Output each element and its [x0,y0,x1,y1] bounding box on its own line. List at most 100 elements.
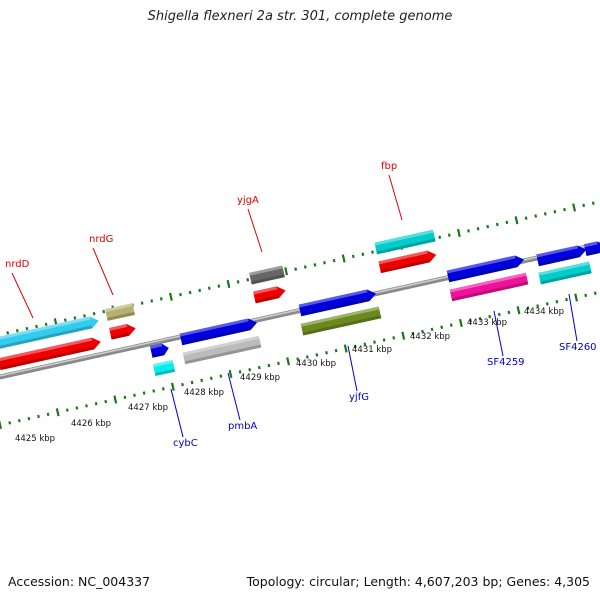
map-title: Shigella flexneri 2a str. 301, complete … [147,9,453,24]
reverse-minor-tick [190,380,194,385]
forward-minor-tick [591,201,595,205]
gene-arrow [0,316,99,350]
reverse-minor-tick [305,355,309,359]
gene-leader-line [347,345,358,392]
reverse-major-tick [574,293,579,302]
forward-minor-tick [236,280,240,284]
forward-minor-tick [92,312,96,316]
reverse-minor-tick [488,314,492,319]
forward-minor-tick [495,222,499,227]
scale-label: 4425 kbp [15,434,55,444]
gene-arrow [300,306,382,336]
forward-minor-tick [63,318,67,322]
ticks-reverse [0,291,597,430]
reverse-minor-tick [565,297,568,302]
gene-arrow [446,255,525,283]
reverse-minor-tick [37,414,40,419]
gene-arrow [374,229,436,255]
reverse-major-tick [286,357,291,366]
forward-minor-tick [35,324,38,329]
reverse-minor-tick [363,342,367,346]
reverse-minor-tick [373,340,376,344]
genome-summary-text: Topology: circular; Length: 4,607,203 bp… [246,574,590,589]
forward-minor-tick [246,278,250,282]
gene-arrow [109,324,136,340]
forward-minor-tick [313,263,317,267]
gene-label-nrdD: nrdD [5,259,30,270]
scale-label: 4430 kbp [296,359,336,369]
reverse-minor-tick [133,393,136,397]
reverse-minor-tick [248,368,252,372]
reverse-minor-tick [27,416,31,421]
forward-minor-tick [73,316,77,320]
gene-leader-line [247,208,263,253]
reverse-minor-tick [449,323,453,327]
forward-minor-tick [294,267,298,271]
gene-arrow [152,359,176,377]
scale-label: 4433 kbp [467,318,507,328]
gene-arrow [449,272,529,302]
gene-leader-line [227,372,241,421]
gene-arrow [105,303,135,321]
reverse-minor-tick [296,357,300,361]
gene-label-yjfG: yjfG [349,392,369,403]
gene-arrow [536,245,587,267]
reverse-minor-tick [142,391,146,395]
reverse-minor-tick [469,319,472,323]
reverse-minor-tick [267,363,271,368]
forward-minor-tick [150,299,154,303]
gene-arrow [182,335,262,365]
scale-label: 4432 kbp [410,332,450,342]
forward-minor-tick [534,214,538,218]
forward-minor-tick [102,309,106,314]
reverse-minor-tick [507,310,511,315]
reverse-minor-tick [497,312,501,317]
reverse-minor-tick [277,361,280,366]
reverse-minor-tick [17,419,21,423]
forward-minor-tick [198,288,202,293]
reverse-minor-tick [440,325,444,329]
forward-minor-tick [438,235,442,239]
gene-arrow [253,286,286,304]
scale-label: 4426 kbp [71,419,111,429]
gene-arrow [149,343,169,358]
forward-major-tick [341,254,346,263]
forward-minor-tick [447,233,451,237]
forward-minor-tick [543,212,547,216]
reverse-minor-tick [8,421,12,425]
forward-minor-tick [207,286,211,290]
gene-arrow [249,265,285,285]
forward-minor-tick [476,227,480,231]
reverse-major-tick [55,408,60,417]
gene-label-cybC: cybC [173,438,198,449]
forward-major-tick [456,228,461,238]
forward-minor-tick [159,297,163,301]
forward-minor-tick [6,331,10,335]
gene-leader-line [92,247,114,296]
gene-arrow [538,261,592,285]
forward-minor-tick [563,207,566,212]
reverse-major-tick [228,369,233,379]
accession-text: Accession: NC_004337 [8,574,151,589]
gene-label-pmbA: pmbA [228,421,257,432]
reverse-minor-tick [421,329,424,334]
forward-major-tick [226,279,231,289]
forward-minor-tick [332,258,336,263]
forward-minor-tick [371,250,374,254]
forward-minor-tick [179,292,182,297]
forward-minor-tick [303,265,307,269]
forward-minor-tick [323,261,326,265]
reverse-minor-tick [382,338,386,342]
forward-minor-tick [217,284,221,288]
reverse-major-tick [113,395,118,404]
gene-label-nrdG: nrdG [89,234,113,245]
reverse-minor-tick [85,404,88,408]
reverse-minor-tick [200,378,204,383]
scale-label: 4429 kbp [240,373,280,383]
reverse-minor-tick [411,331,415,336]
forward-minor-tick [553,210,557,214]
reverse-minor-tick [238,370,242,374]
gene-arrow [298,289,377,317]
reverse-minor-tick [315,353,319,357]
reverse-minor-tick [555,300,559,304]
